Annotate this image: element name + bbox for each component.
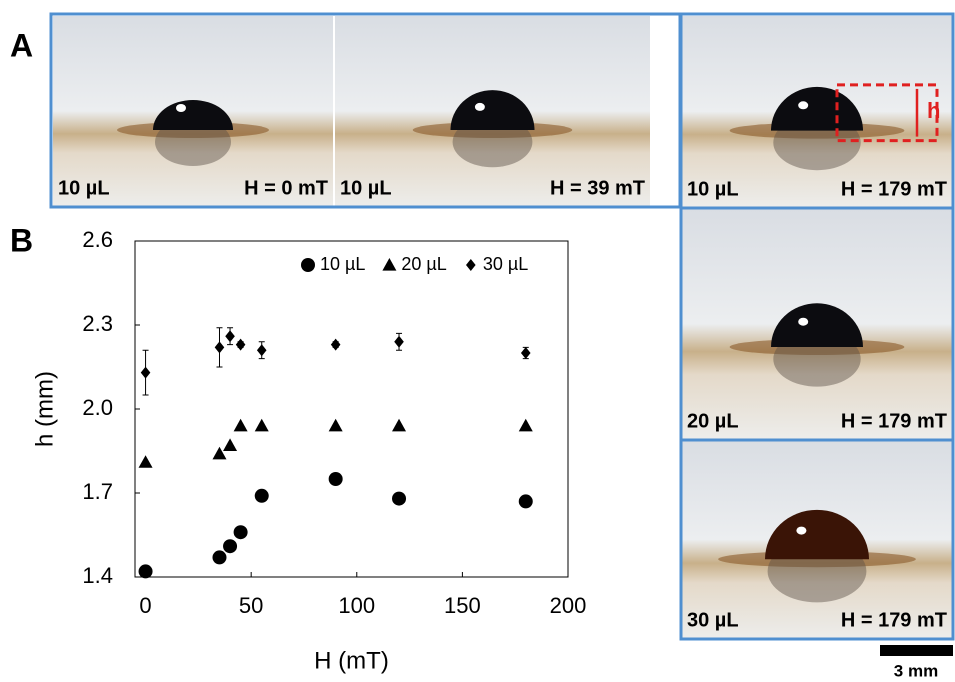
- marker-circle: [329, 472, 343, 486]
- marker-circle: [139, 564, 153, 578]
- photo-field: H = 179 mT: [841, 410, 947, 432]
- panel-label: A: [10, 27, 33, 63]
- marker-triangle: [255, 419, 269, 432]
- photo-field: H = 179 mT: [841, 178, 947, 200]
- highlight: [798, 101, 808, 109]
- marker-diamond: [225, 330, 235, 342]
- marker-triangle: [329, 419, 343, 432]
- marker-diamond: [141, 367, 151, 379]
- legend-marker: [466, 259, 476, 271]
- marker-circle: [223, 539, 237, 553]
- marker-diamond: [521, 347, 531, 359]
- photo-field: H = 0 mT: [244, 177, 328, 199]
- highlight: [176, 104, 186, 112]
- marker-diamond: [215, 341, 225, 353]
- marker-triangle: [234, 419, 248, 432]
- photo-volume: 20 µL: [687, 410, 739, 432]
- chart: 1.4 1.7 2.0 2.3 2.6 0 50 100 150 200 H (mT) h (mm) 1…: [31, 227, 586, 675]
- panel-label: B: [10, 222, 33, 258]
- x-tick-label: 0: [139, 593, 151, 618]
- y-tick-label: 2.6: [82, 227, 113, 252]
- figure: A B 10 µL H = 0 mT 10 µL H = 39 mT 10 µL H = …: [0, 0, 955, 682]
- legend-marker: [301, 258, 315, 272]
- highlight: [798, 318, 808, 326]
- plot-frame: [135, 241, 568, 577]
- marker-triangle: [223, 438, 237, 451]
- marker-triangle: [139, 455, 153, 468]
- y-tick-label: 2.0: [82, 395, 113, 420]
- marker-diamond: [331, 339, 341, 351]
- y-tick-label: 2.3: [82, 311, 113, 336]
- x-tick-label: 100: [338, 593, 375, 618]
- y-axis-title: h (mm): [31, 371, 58, 447]
- x-tick-label: 50: [239, 593, 263, 618]
- marker-diamond: [394, 336, 404, 348]
- y-tick-label: 1.4: [82, 563, 113, 588]
- marker-diamond: [236, 339, 246, 351]
- highlight: [475, 103, 485, 111]
- marker-triangle: [519, 419, 533, 432]
- marker-circle: [212, 550, 226, 564]
- photo-field: H = 179 mT: [841, 609, 947, 631]
- legend-label: 30 µL: [483, 254, 528, 274]
- marker-diamond: [257, 344, 267, 356]
- legend-label: 20 µL: [401, 254, 446, 274]
- y-tick-label: 1.7: [82, 479, 113, 504]
- legend-marker: [382, 258, 396, 271]
- height-label: h: [927, 98, 940, 123]
- photo-volume: 10 µL: [340, 177, 392, 199]
- marker-triangle: [392, 419, 406, 432]
- legend-label: 10 µL: [320, 254, 365, 274]
- photo-panels: 10 µL H = 0 mT 10 µL H = 39 mT 10 µL H = 179 …: [53, 16, 952, 638]
- photo-volume: 30 µL: [687, 609, 739, 631]
- photo-field: H = 39 mT: [550, 177, 645, 199]
- marker-circle: [519, 494, 533, 508]
- x-axis-title: H (mT): [314, 647, 389, 674]
- scale-bar-label: 3 mm: [894, 661, 938, 680]
- x-tick-label: 150: [444, 593, 481, 618]
- marker-circle: [255, 489, 269, 503]
- marker-circle: [234, 525, 248, 539]
- scale-bar: [880, 645, 953, 656]
- marker-circle: [392, 492, 406, 506]
- photo-volume: 10 µL: [687, 178, 739, 200]
- photo-volume: 10 µL: [58, 177, 110, 199]
- highlight: [796, 527, 806, 535]
- x-tick-label: 200: [550, 593, 587, 618]
